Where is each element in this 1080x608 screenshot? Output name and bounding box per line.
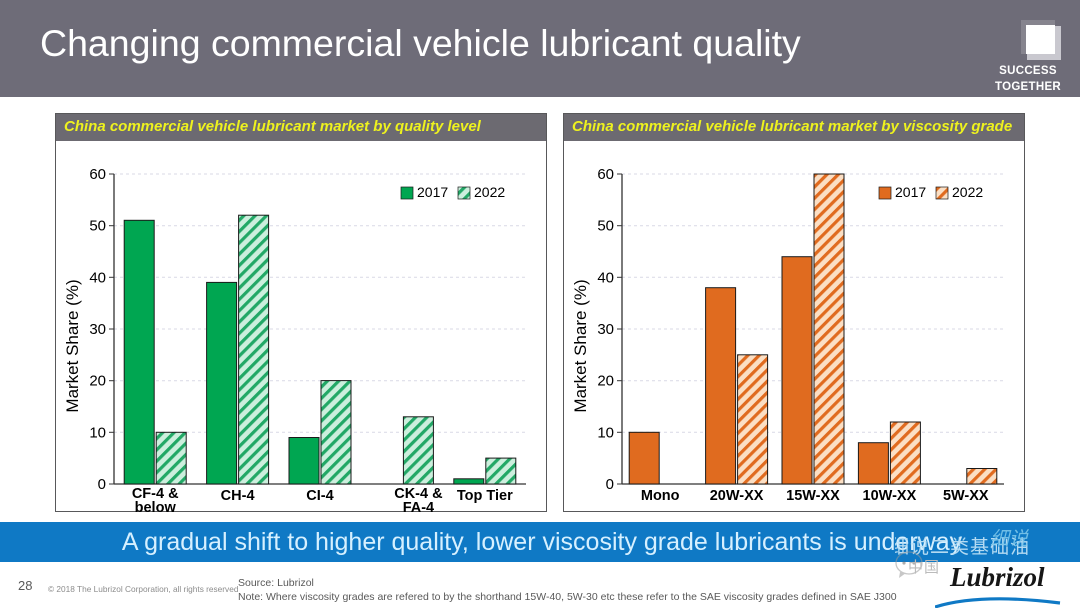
svg-text:50: 50 [597, 218, 614, 235]
svg-text:10W-XX: 10W-XX [863, 488, 917, 504]
svg-text:Market Share (%): Market Share (%) [63, 279, 82, 412]
svg-text:20: 20 [89, 373, 106, 390]
svg-text:60: 60 [597, 166, 614, 183]
svg-text:0: 0 [606, 476, 614, 493]
svg-text:50: 50 [89, 218, 106, 235]
svg-text:below: below [135, 500, 177, 513]
svg-text:5W-XX: 5W-XX [943, 488, 989, 504]
svg-text:10: 10 [89, 424, 106, 441]
svg-text:Mono: Mono [641, 488, 680, 504]
svg-text:20: 20 [597, 373, 614, 390]
svg-text:40: 40 [597, 269, 614, 286]
svg-text:20W-XX: 20W-XX [710, 488, 764, 504]
svg-text:2022: 2022 [474, 184, 505, 200]
svg-text:CI-4: CI-4 [306, 488, 333, 504]
svg-text:30: 30 [89, 321, 106, 338]
svg-text:0: 0 [98, 476, 106, 493]
svg-text:Market Share (%): Market Share (%) [571, 279, 590, 412]
svg-text:FA-4: FA-4 [403, 500, 434, 513]
svg-text:Top Tier: Top Tier [457, 488, 513, 504]
svg-text:60: 60 [89, 166, 106, 183]
svg-text:2017: 2017 [895, 184, 926, 200]
svg-text:10: 10 [597, 424, 614, 441]
svg-text:CH-4: CH-4 [221, 488, 255, 504]
svg-text:2017: 2017 [417, 184, 448, 200]
svg-text:30: 30 [597, 321, 614, 338]
svg-text:15W-XX: 15W-XX [786, 488, 840, 504]
svg-text:2022: 2022 [952, 184, 983, 200]
svg-text:40: 40 [89, 269, 106, 286]
